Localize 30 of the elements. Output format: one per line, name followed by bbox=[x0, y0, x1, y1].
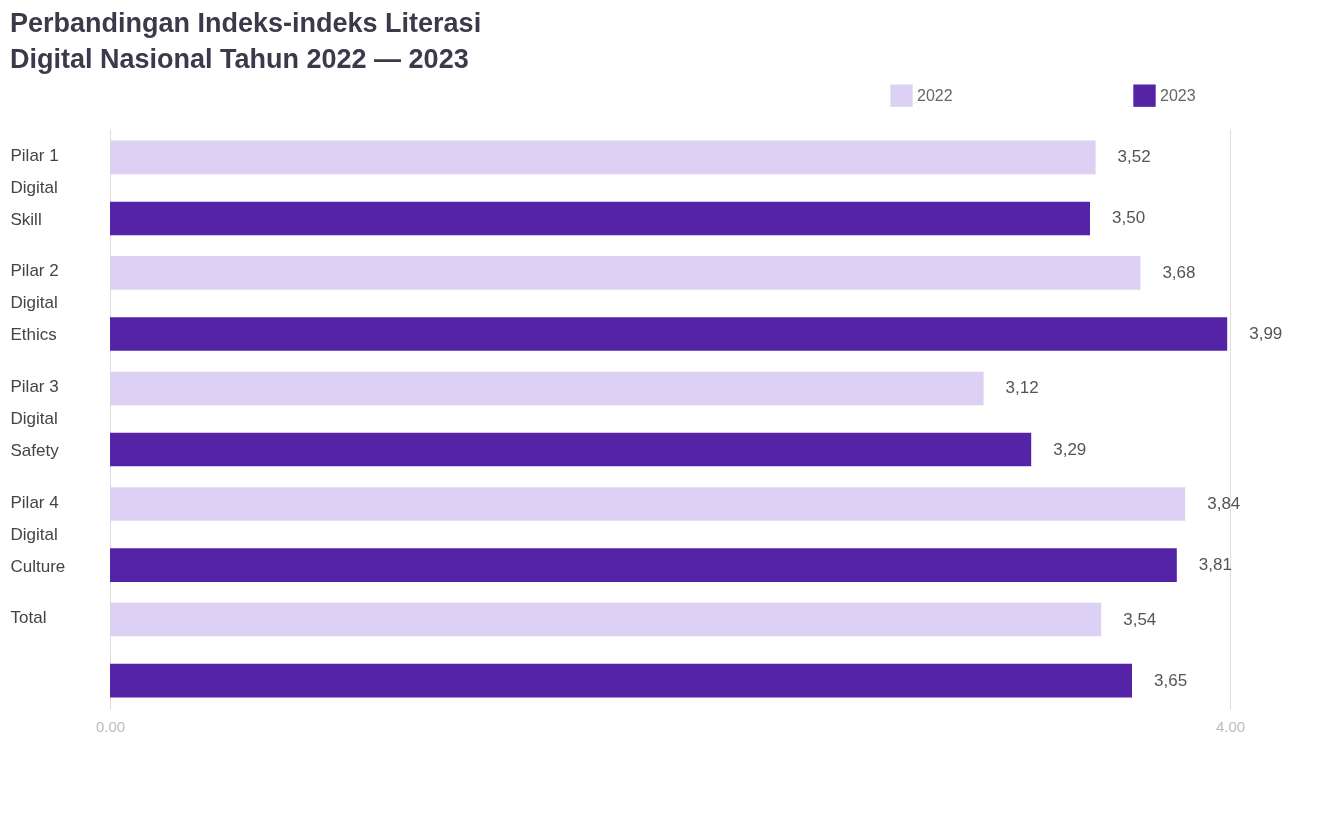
data-label: 3,54 bbox=[1123, 609, 1157, 629]
data-label: 3,50 bbox=[1112, 208, 1146, 228]
data-label: 3,68 bbox=[1162, 262, 1196, 282]
bar bbox=[110, 256, 1141, 290]
bar bbox=[110, 548, 1177, 582]
data-label: 3,99 bbox=[1249, 324, 1283, 344]
y-tick-label: Pilar 4 Digital Culture bbox=[10, 492, 66, 576]
bar bbox=[110, 487, 1186, 521]
data-label: 3,65 bbox=[1154, 670, 1188, 690]
bar bbox=[110, 317, 1228, 351]
data-label: 3,52 bbox=[1117, 147, 1151, 167]
legend-label: 2022 bbox=[917, 86, 953, 104]
data-label: 3,84 bbox=[1207, 493, 1241, 513]
bar bbox=[110, 201, 1090, 236]
data-label: 3,81 bbox=[1198, 555, 1232, 575]
y-tick-label: Pilar 2 Digital Ethics bbox=[10, 261, 59, 345]
x-tick-label: 4.00 bbox=[1215, 717, 1246, 735]
y-tick-label: Pilar 1 Digital Skill bbox=[10, 145, 59, 229]
data-label: 3,29 bbox=[1053, 439, 1087, 459]
x-tick-label: 0.00 bbox=[95, 717, 126, 735]
bar bbox=[110, 371, 984, 406]
y-tick-label: Total bbox=[10, 608, 47, 628]
bar bbox=[110, 663, 1132, 698]
data-label: 3,12 bbox=[1005, 378, 1039, 398]
bar bbox=[110, 602, 1102, 637]
legend-label: 2023 bbox=[1160, 86, 1196, 104]
chart-title: Perbandingan Indeks-indeks Literasi Digital Nasional Tahun 2022 — 2023 bbox=[10, 8, 482, 74]
bar bbox=[110, 140, 1096, 175]
y-tick-label: Pilar 3 Digital Safety bbox=[10, 377, 60, 460]
bar bbox=[110, 432, 1032, 467]
